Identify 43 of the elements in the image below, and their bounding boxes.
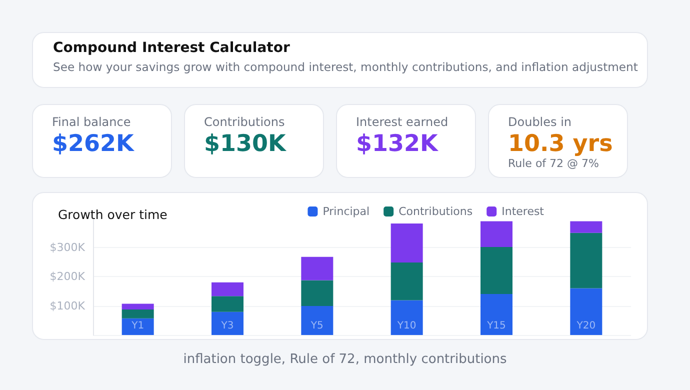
bar bbox=[301, 256, 334, 280]
bar bbox=[122, 318, 154, 335]
x-tick-label: Y15 bbox=[486, 320, 506, 332]
bar bbox=[390, 224, 423, 262]
bar bbox=[570, 288, 602, 335]
x-tick-label: Y20 bbox=[576, 320, 596, 332]
y-tick-label: $100K bbox=[50, 299, 86, 312]
bar bbox=[480, 221, 512, 247]
bar bbox=[390, 300, 423, 335]
text: $130K bbox=[204, 131, 288, 157]
text: Contributions bbox=[204, 115, 286, 129]
bar bbox=[390, 262, 423, 300]
text: Compound Interest Calculator bbox=[53, 39, 291, 57]
bar bbox=[301, 280, 334, 306]
bar bbox=[570, 221, 602, 233]
text: See how your savings grow with compound interest, monthly contributions, and inflation adjustment bbox=[53, 60, 638, 74]
text: Doubles in bbox=[508, 115, 573, 129]
x-tick-label: Y10 bbox=[396, 320, 416, 332]
text: $262K bbox=[52, 131, 136, 157]
legend-label: Principal bbox=[322, 205, 370, 218]
bar bbox=[301, 306, 334, 335]
bar bbox=[212, 282, 244, 296]
legend-label: Interest bbox=[502, 205, 545, 218]
legend-label: Contributions bbox=[398, 205, 473, 218]
bar bbox=[122, 310, 154, 318]
text: $132K bbox=[356, 131, 440, 157]
y-tick-label: $200K bbox=[50, 270, 86, 283]
chart-title: Growth over time bbox=[58, 207, 168, 222]
bar bbox=[480, 246, 512, 294]
bar bbox=[122, 304, 154, 310]
x-tick-label: Y1 bbox=[130, 320, 144, 332]
y-tick-label: $300K bbox=[50, 240, 86, 254]
text: Final balance bbox=[52, 115, 132, 129]
text: 10.3 yrs bbox=[508, 131, 613, 157]
x-tick-label: Y5 bbox=[310, 320, 324, 332]
text: Rule of 72 @ 7% bbox=[508, 157, 600, 170]
text: inflation toggle, Rule of 72, monthly contributions bbox=[182, 352, 508, 367]
x-tick-label: Y3 bbox=[220, 320, 234, 332]
bar bbox=[212, 312, 244, 335]
bar bbox=[570, 232, 602, 288]
bar bbox=[480, 294, 512, 335]
bar bbox=[212, 296, 244, 312]
text: Interest earned bbox=[356, 115, 450, 129]
